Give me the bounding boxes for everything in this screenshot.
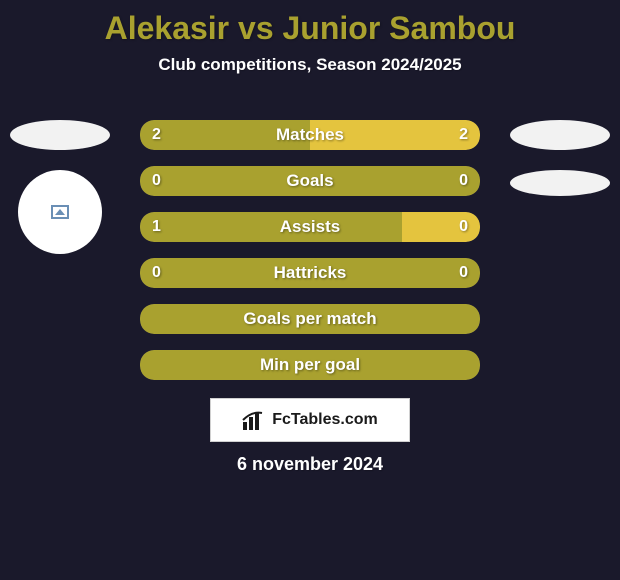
stat-label: Hattricks bbox=[140, 258, 480, 288]
comparison-card: Alekasir vs Junior Sambou Club competiti… bbox=[0, 0, 620, 580]
page-title: Alekasir vs Junior Sambou bbox=[0, 0, 620, 47]
stat-value-left: 0 bbox=[140, 258, 173, 288]
subtitle: Club competitions, Season 2024/2025 bbox=[0, 55, 620, 75]
stat-label: Min per goal bbox=[140, 350, 480, 380]
stat-value-right: 2 bbox=[447, 120, 480, 150]
right-flag-icon-2 bbox=[510, 170, 610, 196]
photo-placeholder-icon bbox=[51, 205, 69, 219]
stat-label: Goals bbox=[140, 166, 480, 196]
bar-chart-icon bbox=[242, 410, 266, 430]
stat-value-left: 0 bbox=[140, 166, 173, 196]
stat-value-left: 1 bbox=[140, 212, 173, 242]
stat-row: Matches2 2 bbox=[140, 120, 480, 150]
stat-label: Assists bbox=[140, 212, 480, 242]
stat-label: Matches bbox=[140, 120, 480, 150]
stat-row: Assists1 0 bbox=[140, 212, 480, 242]
title-left-name: Alekasir bbox=[105, 10, 230, 46]
stat-row: Hattricks0 0 bbox=[140, 258, 480, 288]
title-vs: vs bbox=[229, 10, 282, 46]
left-player-column bbox=[0, 120, 120, 254]
left-flag-icon bbox=[10, 120, 110, 150]
stat-row: Goals per match bbox=[140, 304, 480, 334]
right-player-column bbox=[500, 120, 620, 196]
stat-row: Min per goal bbox=[140, 350, 480, 380]
logo-text: FcTables.com bbox=[272, 411, 378, 429]
stat-row: Goals0 0 bbox=[140, 166, 480, 196]
snapshot-date: 6 november 2024 bbox=[0, 454, 620, 475]
fctables-logo[interactable]: FcTables.com bbox=[210, 398, 410, 442]
stat-label: Goals per match bbox=[140, 304, 480, 334]
left-player-photo bbox=[18, 170, 102, 254]
stat-value-right: 0 bbox=[447, 258, 480, 288]
stats-bars: Matches22Goals00Assists10Hattricks00Goal… bbox=[140, 120, 480, 380]
stat-value-left: 2 bbox=[140, 120, 173, 150]
stat-value-right: 0 bbox=[447, 212, 480, 242]
title-right-name: Junior Sambou bbox=[283, 10, 516, 46]
stat-value-right: 0 bbox=[447, 166, 480, 196]
right-flag-icon bbox=[510, 120, 610, 150]
